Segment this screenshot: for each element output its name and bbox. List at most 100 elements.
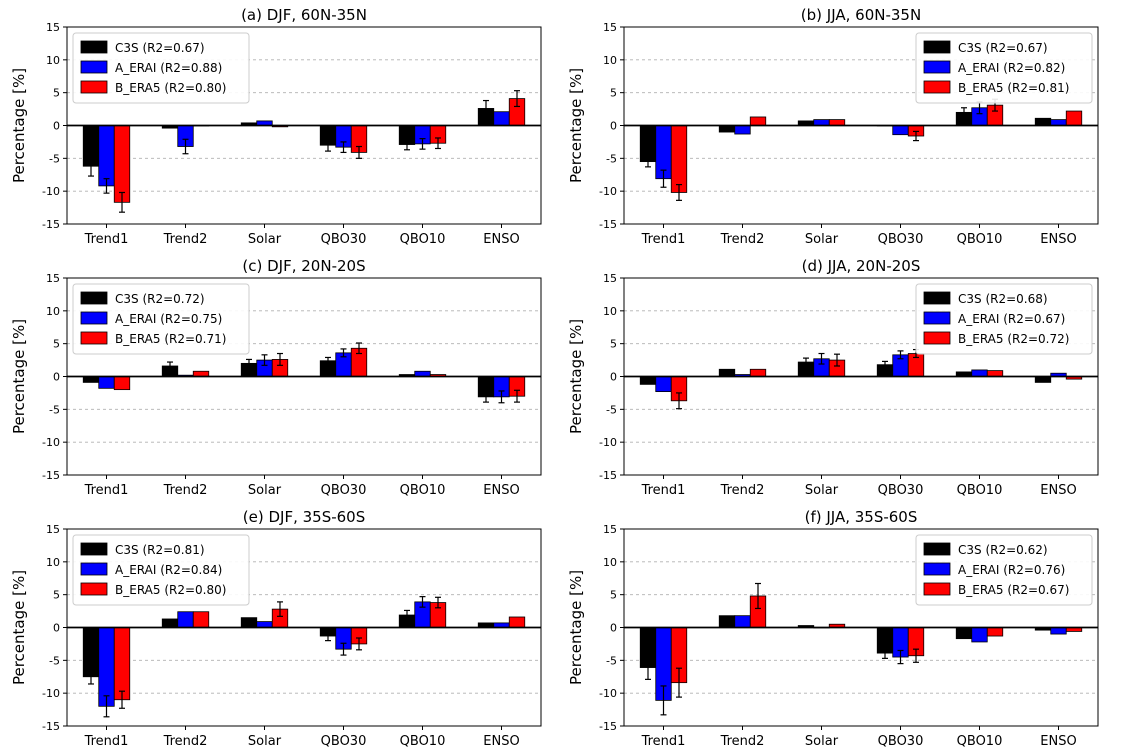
y-tick-label: 5	[53, 589, 60, 602]
y-tick-label: 5	[53, 338, 60, 351]
bar	[639, 376, 657, 385]
x-tick-label: Trend1	[641, 232, 686, 247]
legend-box	[915, 32, 1093, 104]
bar	[749, 116, 767, 126]
chart-panel-4: 15 10 5 0 -5 -10 -15 Trend1 Trend2 Solar QBO30 QBO1…	[567, 257, 1099, 498]
bar	[655, 376, 672, 393]
x-tick-label: Trend2	[163, 483, 208, 498]
y-tick-label: 0	[610, 622, 617, 635]
y-tick-label: -10	[599, 436, 617, 449]
x-tick-label: Trend2	[720, 483, 765, 498]
y-axis-label: Percentage [%]	[567, 570, 585, 685]
legend-swatch	[923, 542, 951, 556]
legend-entry: A_ERAI (R2=0.82)	[958, 61, 1065, 75]
legend-entry: B_ERA5 (R2=0.80)	[115, 583, 226, 597]
legend-box	[915, 283, 1093, 355]
y-tick-label: 15	[46, 272, 60, 285]
x-tick-label: QBO30	[878, 734, 924, 749]
x-tick-label: ENSO	[483, 232, 519, 247]
legend-swatch	[80, 80, 108, 94]
bar	[508, 616, 526, 628]
legend-box	[72, 32, 250, 104]
x-tick-label: QBO10	[400, 232, 446, 247]
x-tick-label: Solar	[805, 232, 839, 247]
bar	[955, 627, 973, 640]
y-tick-label: -10	[42, 436, 60, 449]
y-tick-label: -5	[49, 403, 60, 416]
legend-swatch	[80, 331, 108, 345]
x-tick-label: QBO10	[957, 734, 1003, 749]
x-tick-label: QBO30	[878, 232, 924, 247]
x-tick-label: Solar	[805, 483, 839, 498]
x-tick-label: Trend1	[641, 734, 686, 749]
y-tick-label: 5	[610, 87, 617, 100]
chart-title: (a) DJF, 60N-35N	[241, 6, 367, 24]
bar	[113, 376, 131, 391]
y-tick-label: -5	[49, 654, 60, 667]
legend-entry: A_ERAI (R2=0.84)	[115, 563, 222, 577]
legend-entry: A_ERAI (R2=0.67)	[958, 312, 1065, 326]
y-axis-label: Percentage [%]	[10, 319, 28, 434]
legend-swatch	[80, 562, 108, 576]
x-tick-label: Trend2	[720, 734, 765, 749]
bar	[493, 111, 510, 126]
x-tick-label: ENSO	[1040, 232, 1076, 247]
bar	[734, 125, 751, 135]
chart-panel-3: 15 10 5 0 -5 -10 -15 Trend1 Trend2 Solar QBO30 QBO1…	[10, 257, 542, 498]
x-tick-label: ENSO	[1040, 734, 1076, 749]
y-tick-label: 10	[46, 305, 60, 318]
legend-entry: C3S (R2=0.62)	[958, 543, 1048, 557]
y-tick-label: -15	[599, 469, 617, 482]
bar	[718, 368, 736, 377]
chart-panel-1: 15 10 5 0 -5 -10 -15 Trend1 Trend2 Solar QBO30 QBO1…	[10, 6, 542, 247]
legend-entry: C3S (R2=0.68)	[958, 292, 1048, 306]
bar	[1034, 117, 1052, 126]
y-tick-label: -15	[42, 720, 60, 733]
legend: C3S (R2=0.81) A_ERAI (R2=0.84) B_ERA5 (R2=…	[72, 534, 250, 606]
y-tick-label: 5	[53, 87, 60, 100]
bar	[971, 627, 988, 643]
bar	[1065, 110, 1083, 126]
legend: C3S (R2=0.62) A_ERAI (R2=0.76) B_ERA5 (R2=…	[915, 534, 1093, 606]
legend-entry: B_ERA5 (R2=0.80)	[115, 81, 226, 95]
legend-swatch	[80, 291, 108, 305]
x-tick-label: QBO30	[321, 734, 367, 749]
legend-entry: B_ERA5 (R2=0.67)	[958, 583, 1069, 597]
x-tick-label: Trend1	[84, 232, 129, 247]
legend-entry: B_ERA5 (R2=0.71)	[115, 332, 226, 346]
y-tick-label: 15	[46, 21, 60, 34]
y-tick-label: 10	[603, 54, 617, 67]
x-tick-label: QBO30	[321, 483, 367, 498]
bar	[718, 125, 736, 133]
legend-swatch	[80, 60, 108, 74]
legend-swatch	[80, 40, 108, 54]
legend-entry: A_ERAI (R2=0.75)	[115, 312, 222, 326]
legend-box	[915, 534, 1093, 606]
x-tick-label: QBO10	[400, 483, 446, 498]
bar	[718, 615, 736, 628]
legend-swatch	[923, 562, 951, 576]
x-tick-label: Trend2	[163, 734, 208, 749]
bar	[98, 376, 115, 389]
y-tick-label: -15	[42, 218, 60, 231]
x-tick-label: QBO10	[400, 734, 446, 749]
legend-box	[72, 534, 250, 606]
bar	[177, 611, 194, 628]
legend-swatch	[923, 291, 951, 305]
bar	[113, 627, 131, 701]
legend-entry: A_ERAI (R2=0.88)	[115, 61, 222, 75]
bar	[98, 125, 115, 187]
y-tick-label: -15	[42, 469, 60, 482]
x-tick-label: ENSO	[483, 483, 519, 498]
y-tick-label: -15	[599, 218, 617, 231]
legend-swatch	[923, 40, 951, 54]
y-tick-label: -5	[49, 152, 60, 165]
legend-swatch	[923, 582, 951, 596]
x-tick-label: Trend1	[84, 483, 129, 498]
x-tick-label: Solar	[248, 734, 282, 749]
y-tick-label: 10	[603, 556, 617, 569]
x-tick-label: ENSO	[483, 734, 519, 749]
legend: C3S (R2=0.72) A_ERAI (R2=0.75) B_ERA5 (R2=…	[72, 283, 250, 355]
legend-entry: C3S (R2=0.67)	[958, 41, 1048, 55]
legend-swatch	[80, 542, 108, 556]
